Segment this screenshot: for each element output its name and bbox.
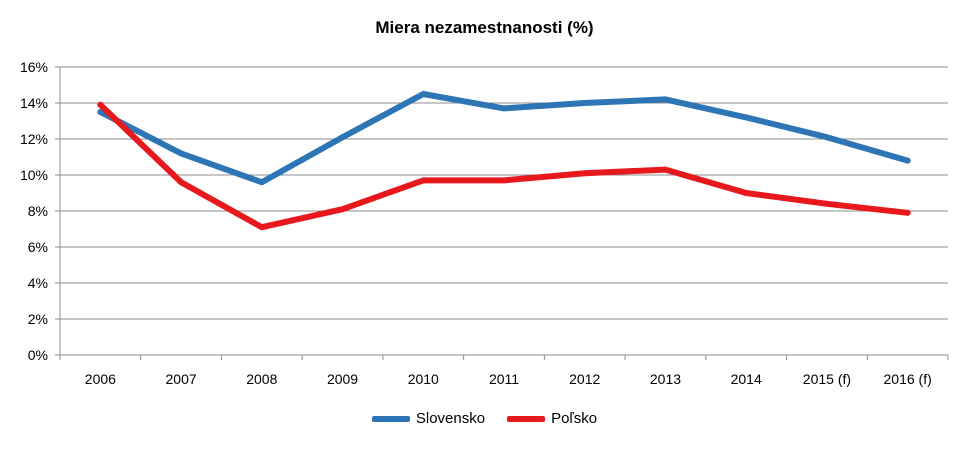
data-point-slovensko [581, 100, 588, 106]
data-point-polsko [904, 209, 911, 216]
data-point-polsko [581, 170, 588, 177]
x-tick-label: 2015 (f) [803, 371, 851, 387]
data-point-polsko [823, 200, 830, 207]
data-point-polsko [339, 206, 346, 213]
chart-title: Miera nezamestnanosti (%) [375, 18, 594, 37]
x-tick-label: 2010 [408, 371, 439, 387]
x-tick-labels: 2006 2007 2008 2009 2010 2011 2012 2013 2014 2015… [85, 371, 932, 387]
data-point-slovensko [258, 179, 265, 186]
y-tick-label: 16% [20, 59, 48, 75]
data-point-slovensko [904, 157, 911, 164]
x-tick-label: 2012 [569, 371, 600, 387]
x-tick-label: 2016 (f) [884, 371, 932, 387]
y-tick-label: 8% [28, 203, 48, 219]
data-point-slovensko [339, 134, 346, 141]
legend: Slovensko Poľsko [0, 410, 969, 427]
y-tick-labels: 0% 2% 4% 6% 8% 10% 12% 14% 16% [20, 59, 48, 363]
data-point-polsko [258, 224, 265, 231]
y-tick-label: 12% [20, 131, 48, 147]
data-point-slovensko [501, 105, 507, 112]
x-tick-label: 2007 [166, 371, 197, 387]
x-tick-label: 2014 [731, 371, 762, 387]
gridlines [60, 66, 948, 320]
y-tick-label: 0% [28, 347, 48, 363]
data-point-slovensko [420, 91, 427, 97]
y-tick-label: 10% [20, 167, 48, 183]
data-point-polsko [420, 177, 427, 184]
x-tick-label: 2009 [327, 371, 358, 387]
y-tick-label: 6% [28, 239, 48, 255]
legend-item-polsko: Poľsko [507, 410, 597, 427]
data-point-slovensko [178, 150, 185, 157]
y-tick-label: 4% [28, 275, 48, 291]
axes [55, 66, 949, 360]
legend-swatch-polsko [507, 415, 546, 422]
data-point-slovensko [743, 114, 750, 121]
legend-label-polsko: Poľsko [551, 410, 598, 427]
data-point-slovensko [662, 96, 669, 103]
legend-item-slovensko: Slovensko [371, 410, 486, 427]
x-tick-label: 2011 [489, 371, 519, 387]
data-point-polsko [662, 166, 669, 173]
x-tick-label: 2008 [246, 371, 277, 387]
data-point-polsko [178, 179, 185, 186]
data-point-slovensko [823, 134, 830, 141]
data-point-polsko [743, 190, 750, 196]
legend-swatch-slovensko [371, 415, 410, 422]
x-tick-label: 2013 [650, 371, 681, 387]
data-point-polsko [501, 177, 507, 184]
data-point-polsko [97, 101, 104, 108]
series-lines [97, 91, 911, 231]
data-point-slovensko [97, 109, 104, 115]
y-tick-label: 2% [28, 311, 48, 327]
x-tick-label: 2006 [85, 371, 116, 387]
legend-label-slovensko: Slovensko [415, 410, 486, 427]
y-tick-label: 14% [20, 95, 48, 111]
